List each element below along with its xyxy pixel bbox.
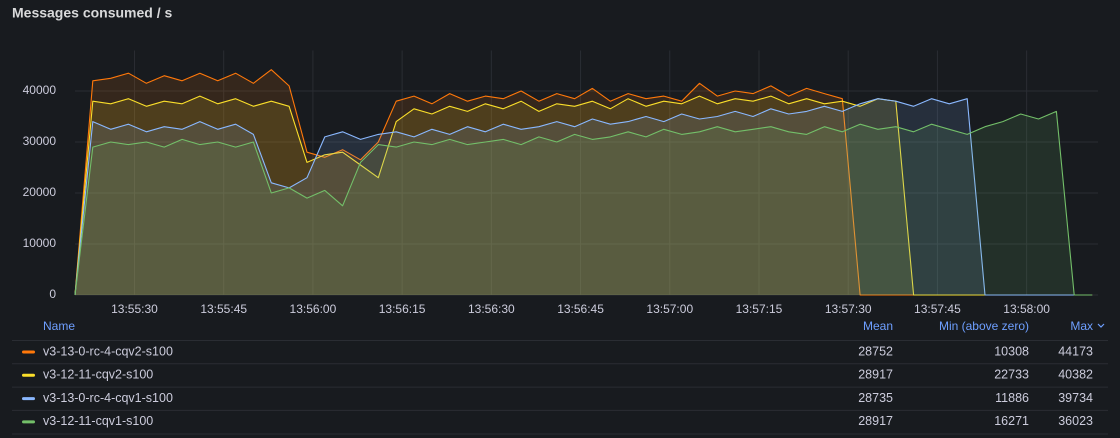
y-tick-label: 20000 — [23, 185, 57, 199]
legend-max: 39734 — [1058, 391, 1093, 405]
y-tick-label: 30000 — [23, 134, 57, 148]
legend-swatch — [22, 420, 35, 424]
legend-mean: 28917 — [858, 414, 893, 428]
series-line — [74, 110, 1093, 296]
legend-min: 22733 — [994, 368, 1029, 382]
series-area — [75, 96, 1093, 295]
y-tick-label: 10000 — [23, 236, 57, 250]
series-line — [74, 95, 1093, 296]
legend-header[interactable]: Name — [43, 319, 75, 333]
x-tick-label: 13:57:15 — [736, 302, 783, 316]
legend-max: 40382 — [1058, 368, 1093, 382]
legend-name[interactable]: v3-13-0-rc-4-cqv2-s100 — [43, 344, 173, 358]
x-tick-label: 13:57:45 — [914, 302, 961, 316]
legend-mean: 28752 — [858, 344, 893, 358]
legend-name[interactable]: v3-13-0-rc-4-cqv1-s100 — [43, 391, 173, 405]
legend-max: 44173 — [1058, 344, 1093, 358]
series-area — [75, 111, 1093, 296]
x-tick-label: 13:56:45 — [557, 302, 604, 316]
legend-min: 11886 — [995, 391, 1029, 405]
x-tick-label: 13:56:00 — [290, 302, 337, 316]
legend-mean: 28917 — [858, 368, 893, 382]
sort-icon[interactable] — [1097, 323, 1105, 328]
series-area — [75, 98, 1093, 295]
x-tick-label: 13:57:00 — [646, 302, 693, 316]
legend-swatch — [22, 397, 35, 401]
x-tick-label: 13:57:30 — [825, 302, 872, 316]
x-tick-label: 13:55:45 — [200, 302, 247, 316]
legend-name[interactable]: v3-12-11-cqv2-s100 — [43, 368, 153, 382]
legend-max: 36023 — [1058, 414, 1093, 428]
legend-name[interactable]: v3-12-11-cqv1-s100 — [43, 414, 153, 428]
legend-header[interactable]: Min (above zero) — [939, 319, 1029, 333]
legend-min: 16271 — [994, 414, 1029, 428]
legend-swatch — [22, 350, 35, 354]
legend-mean: 28735 — [858, 391, 893, 405]
legend-header[interactable]: Mean — [863, 319, 893, 333]
legend-swatch — [22, 373, 35, 377]
x-tick-label: 13:56:15 — [379, 302, 426, 316]
y-tick-label: 40000 — [23, 83, 57, 97]
legend-header[interactable]: Max — [1070, 319, 1093, 333]
x-tick-label: 13:55:30 — [111, 302, 158, 316]
legend-min: 10308 — [994, 344, 1029, 358]
series-area — [75, 69, 1093, 295]
y-tick-label: 0 — [49, 287, 56, 301]
series-line — [74, 98, 1093, 296]
x-tick-label: 13:58:00 — [1003, 302, 1050, 316]
panel-title: Messages consumed / s — [12, 5, 173, 21]
x-tick-label: 13:56:30 — [468, 302, 515, 316]
